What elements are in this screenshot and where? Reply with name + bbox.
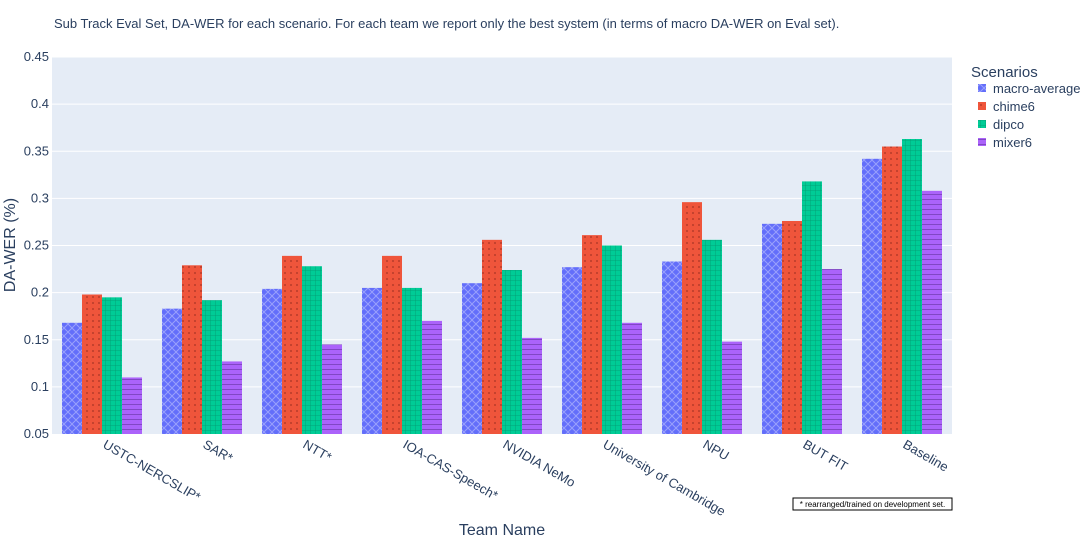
bar-mixer6-university-of-cambridge <box>622 322 642 434</box>
footnote-annotation: * rearranged/trained on development set. <box>792 497 953 511</box>
x-tick-label: BUT FIT <box>801 437 851 474</box>
x-tick-label: SAR* <box>201 437 236 466</box>
x-tick-label: NVIDIA NeMo <box>501 437 579 490</box>
bar-dipco-university-of-cambridge <box>602 245 622 434</box>
legend-label-macro-average: macro-average <box>993 81 1080 96</box>
x-tick-label: NTT* <box>301 437 335 465</box>
bar-mixer6-but-fit <box>822 269 842 434</box>
bar-chime6-baseline <box>882 146 902 435</box>
legend: Scenarios macro-average chime6 dipco mixer6 <box>971 64 1080 150</box>
bar-chime6-university-of-cambridge <box>582 235 602 434</box>
y-tick-label: 0.15 <box>24 332 49 347</box>
bar-chime6-but-fit <box>782 220 802 434</box>
y-tick-label: 0.05 <box>24 426 49 441</box>
legend-swatch-macro-average <box>978 84 986 92</box>
y-axis-ticks: 0.05 0.1 0.15 0.2 0.25 0.3 0.35 0.4 0.45 <box>24 49 49 441</box>
footnote-text: * rearranged/trained on development set. <box>800 500 945 509</box>
y-tick-label: 0.3 <box>31 190 49 205</box>
bar-macro-average-university-of-cambridge <box>562 267 582 434</box>
legend-label-dipco: dipco <box>993 117 1024 132</box>
bar-macro-average-nvidia-nemo <box>462 283 482 434</box>
bar-macro-average-ntt <box>262 288 282 434</box>
x-tick-label: USTC-NERCSLIP* <box>101 437 204 505</box>
bar-macro-average-baseline <box>862 158 882 435</box>
legend-swatch-chime6 <box>978 102 986 110</box>
bar-mixer6-sar <box>222 361 242 434</box>
bar-dipco-baseline <box>902 139 922 434</box>
bar-chime6-sar <box>182 265 202 434</box>
legend-label-mixer6: mixer6 <box>993 135 1032 150</box>
y-tick-label: 0.4 <box>31 96 49 111</box>
bar-mixer6-baseline <box>922 190 942 434</box>
bar-macro-average-ustc-nercslip <box>62 322 82 434</box>
x-tick-label: IOA-CAS-Speech* <box>401 437 501 503</box>
bar-dipco-ustc-nercslip <box>102 297 122 434</box>
bar-dipco-nvidia-nemo <box>502 270 522 434</box>
bar-dipco-ioa-cas-speech <box>402 287 422 434</box>
y-tick-label: 0.45 <box>24 49 49 64</box>
bar-dipco-ntt <box>302 266 322 434</box>
y-axis-title: DA-WER (%) <box>2 198 19 292</box>
bar-dipco-sar <box>202 300 222 434</box>
bar-mixer6-ustc-nercslip <box>122 377 142 434</box>
bar-chime6-ustc-nercslip <box>82 294 102 434</box>
bar-mixer6-npu <box>722 341 742 434</box>
y-tick-label: 0.2 <box>31 285 49 300</box>
bar-mixer6-ntt <box>322 344 342 434</box>
y-tick-label: 0.1 <box>31 379 49 394</box>
bar-macro-average-npu <box>662 261 682 434</box>
legend-title: Scenarios <box>971 64 1038 81</box>
bar-macro-average-but-fit <box>762 223 782 434</box>
legend-swatch-dipco <box>978 120 986 128</box>
bar-chime6-npu <box>682 202 702 434</box>
x-tick-label: NPU <box>701 437 732 464</box>
legend-label-chime6: chime6 <box>993 99 1035 114</box>
bar-macro-average-sar <box>162 308 182 434</box>
bar-dipco-but-fit <box>802 181 822 434</box>
bar-mixer6-nvidia-nemo <box>522 337 542 434</box>
chart-title: Sub Track Eval Set, DA-WER for each scen… <box>54 16 839 31</box>
x-axis-title: Team Name <box>459 522 545 539</box>
legend-swatch-mixer6 <box>978 138 986 146</box>
bar-mixer6-ioa-cas-speech <box>422 320 442 434</box>
y-tick-label: 0.25 <box>24 238 49 253</box>
bar-macro-average-ioa-cas-speech <box>362 287 382 434</box>
y-tick-label: 0.35 <box>24 143 49 158</box>
bar-chime6-ioa-cas-speech <box>382 255 402 434</box>
x-tick-label: Baseline <box>901 437 952 475</box>
bar-dipco-npu <box>702 239 722 434</box>
bar-chime6-nvidia-nemo <box>482 239 502 434</box>
bar-chime6-ntt <box>282 255 302 434</box>
bars <box>62 139 942 435</box>
